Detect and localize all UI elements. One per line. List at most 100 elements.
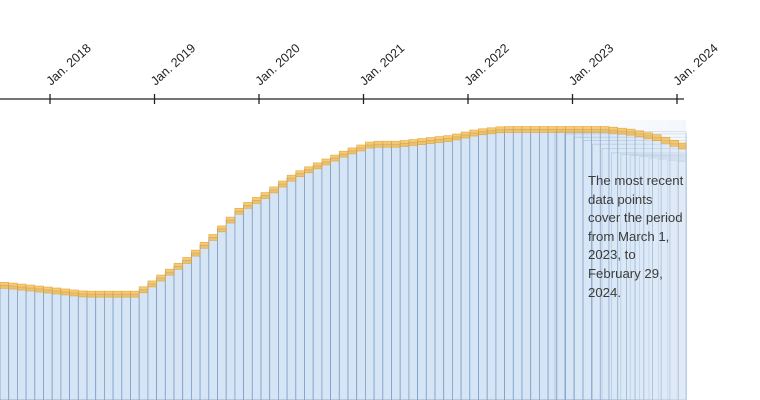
data-bar <box>234 210 244 400</box>
data-bar <box>208 237 218 400</box>
data-bar-cap <box>634 130 645 138</box>
data-bar <box>60 291 71 400</box>
data-bar-cap <box>460 131 471 139</box>
data-bar-cap <box>382 140 392 148</box>
data-bar-cap <box>643 132 653 140</box>
data-bar <box>512 129 523 400</box>
data-bar-cap <box>504 126 514 133</box>
data-bar-cap <box>338 150 349 158</box>
data-bar-cap <box>373 140 384 148</box>
data-bar-cap <box>17 283 27 291</box>
data-bar-cap <box>626 128 636 136</box>
data-bar <box>243 204 253 400</box>
data-bar <box>530 129 540 400</box>
top-band <box>0 126 687 298</box>
data-bar-cap <box>556 126 566 133</box>
data-bar-cap <box>165 268 175 276</box>
data-bar-cap <box>512 126 523 133</box>
data-bar-cap <box>43 286 53 294</box>
data-bar <box>130 293 140 400</box>
data-bar-cap <box>469 129 479 137</box>
chart-annotation: The most recent data points cover the pe… <box>588 173 684 300</box>
data-bar <box>156 277 166 400</box>
data-bar-cap <box>208 234 218 241</box>
data-bar-cap <box>391 140 401 148</box>
data-bar-cap <box>443 135 453 142</box>
data-bar <box>364 144 375 400</box>
monthly-bars <box>0 120 687 400</box>
data-bar <box>77 293 88 400</box>
data-bar <box>95 293 105 400</box>
data-bar <box>277 183 288 400</box>
data-bar-cap <box>582 126 592 133</box>
data-bar <box>182 260 192 400</box>
data-bar <box>190 252 201 400</box>
data-bar-cap <box>486 127 497 135</box>
data-bar <box>8 285 18 400</box>
data-bar-cap <box>69 289 79 297</box>
data-bar-cap <box>225 216 236 224</box>
data-bar <box>138 289 149 400</box>
tick-label: Jan. 2022 <box>462 41 512 88</box>
data-bar <box>269 189 279 400</box>
data-bar-cap <box>669 139 679 147</box>
data-bar-cap <box>434 136 444 143</box>
data-bar <box>391 143 401 400</box>
tick-label: Jan. 2018 <box>44 41 94 88</box>
data-bar <box>25 287 36 400</box>
data-bar <box>173 265 184 400</box>
data-bar-cap <box>112 290 123 298</box>
data-bar <box>321 161 331 400</box>
data-bar-cap <box>138 286 149 294</box>
data-bar <box>147 283 157 400</box>
data-bar <box>486 130 497 400</box>
data-bar <box>16 286 27 400</box>
data-bar <box>347 150 358 400</box>
data-bar-cap <box>539 126 549 133</box>
data-bar-cap <box>130 290 140 298</box>
data-bar-cap <box>565 126 575 133</box>
data-bar <box>104 293 114 400</box>
data-bar-cap <box>295 170 305 178</box>
data-bar <box>251 200 262 400</box>
data-bar <box>295 173 305 400</box>
data-bar <box>451 136 462 400</box>
data-bar <box>373 143 384 400</box>
data-bar <box>286 177 297 400</box>
tick-label: Jan. 2020 <box>253 41 303 88</box>
data-bar-cap <box>652 134 662 142</box>
data-bar <box>356 147 366 400</box>
data-bar-cap <box>156 274 166 282</box>
data-bar <box>408 142 418 400</box>
data-bar-cap <box>104 290 114 298</box>
data-bar-cap <box>25 284 36 292</box>
data-bar <box>425 140 436 400</box>
data-bar <box>34 288 44 400</box>
data-bar-cap <box>573 126 584 133</box>
data-bar <box>69 292 79 400</box>
data-bar <box>469 132 479 400</box>
tick-label: Jan. 2023 <box>566 41 616 88</box>
data-bar <box>51 290 62 400</box>
data-bar <box>460 134 471 400</box>
tick-label: Jan. 2021 <box>357 41 407 88</box>
data-bar-cap <box>252 197 262 204</box>
data-bar-cap <box>217 225 227 233</box>
data-bar-cap <box>234 207 244 215</box>
data-bar-cap <box>547 126 558 133</box>
data-bar-cap <box>312 162 323 170</box>
data-bar-cap <box>121 290 131 298</box>
data-bar-cap <box>425 137 436 144</box>
data-bar <box>86 293 97 400</box>
data-bar <box>495 129 505 400</box>
tick-label: Jan. 2024 <box>671 41 721 88</box>
data-bar <box>43 289 53 400</box>
data-bar-cap <box>660 137 671 144</box>
data-bar-cap <box>191 249 201 257</box>
data-bar <box>112 293 123 400</box>
data-bar-cap <box>521 126 531 133</box>
x-axis: Jan. 2018 Jan. 2019 Jan. 2020 Jan. 2021 Jan.… <box>0 41 721 104</box>
data-bar-cap <box>199 241 210 249</box>
data-bar <box>478 131 488 400</box>
data-bar <box>121 293 131 400</box>
